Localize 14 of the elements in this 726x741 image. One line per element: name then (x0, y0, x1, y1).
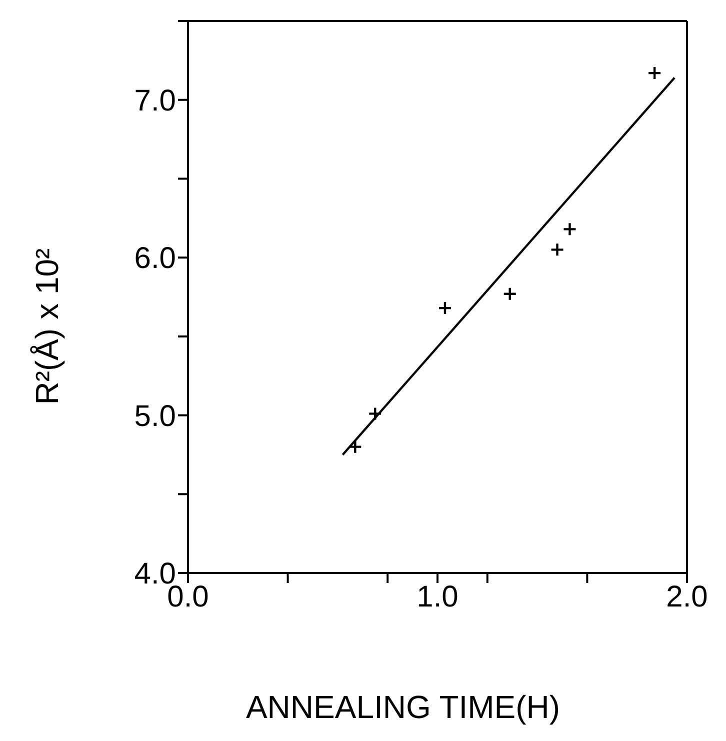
x-axis-title: ANNEALING TIME(H) (246, 689, 560, 725)
point (550, 242, 564, 257)
x-tick-label: 1.0 (416, 580, 458, 614)
point (348, 440, 362, 454)
point (562, 222, 577, 236)
y-tick-label: 7.0 (134, 84, 176, 118)
point (438, 300, 452, 316)
x-tick-label: 2.0 (666, 580, 708, 614)
y-axis-title: R²(Å) x 10² (29, 248, 65, 405)
y-tick-label: 5.0 (134, 400, 176, 433)
point (647, 66, 662, 80)
y-tick-label: 6.0 (134, 242, 176, 276)
point (368, 406, 382, 421)
point (502, 286, 517, 301)
